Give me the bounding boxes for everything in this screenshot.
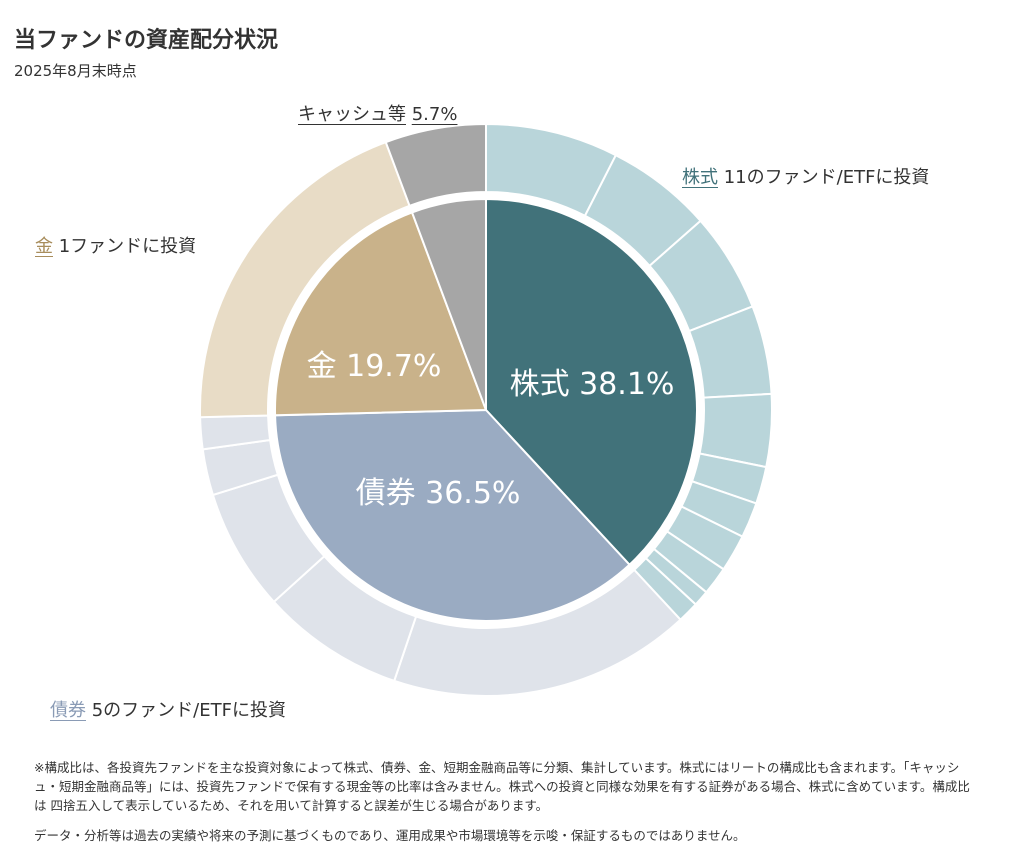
stocks-annotation-name: 株式 xyxy=(682,167,718,188)
inner-slice-label-1: 債券 36.5% xyxy=(356,476,521,511)
bonds-annotation: 債券 5のファンド/ETFに投資 xyxy=(50,696,286,722)
bonds-annotation-name: 債券 xyxy=(50,700,86,721)
inner-slice-0 xyxy=(485,197,698,567)
gold-annotation-text: 1ファンドに投資 xyxy=(58,236,197,257)
inner-slice-label-2: 金 19.7% xyxy=(307,349,442,384)
stocks-annotation: 株式 11のファンド/ETFに投資 xyxy=(682,163,929,189)
stocks-annotation-text: 11のファンド/ETFに投資 xyxy=(723,167,930,188)
inner-slice-3 xyxy=(410,197,487,411)
footnote-composition: ※構成比は、各投資先ファンドを主な投資対象によって株式、債券、金、短期金融商品等… xyxy=(34,760,970,813)
inner-slice-label-0: 株式 38.1% xyxy=(510,367,675,402)
cash-annotation: キャッシュ等 5.7% xyxy=(298,100,457,126)
outer-segment-3-0 xyxy=(384,122,487,208)
gold-annotation: 金 1ファンドに投資 xyxy=(35,232,196,258)
cash-annotation-value: 5.7% xyxy=(411,104,458,125)
cash-annotation-name: キャッシュ等 xyxy=(298,104,406,125)
inner-slice-1 xyxy=(274,408,631,622)
as-of-date: 2025年8月末時点 xyxy=(14,62,137,80)
bonds-annotation-text: 5のファンド/ETFに投資 xyxy=(91,700,286,721)
gold-annotation-name: 金 xyxy=(35,236,53,257)
page-title: 当ファンドの資産配分状況 xyxy=(14,28,279,53)
inner-slice-2 xyxy=(274,211,488,417)
footnote-disclaimer: データ・分析等は過去の実績や将来の予測に基づくものであり、運用成果や市場環境等を… xyxy=(34,828,746,843)
